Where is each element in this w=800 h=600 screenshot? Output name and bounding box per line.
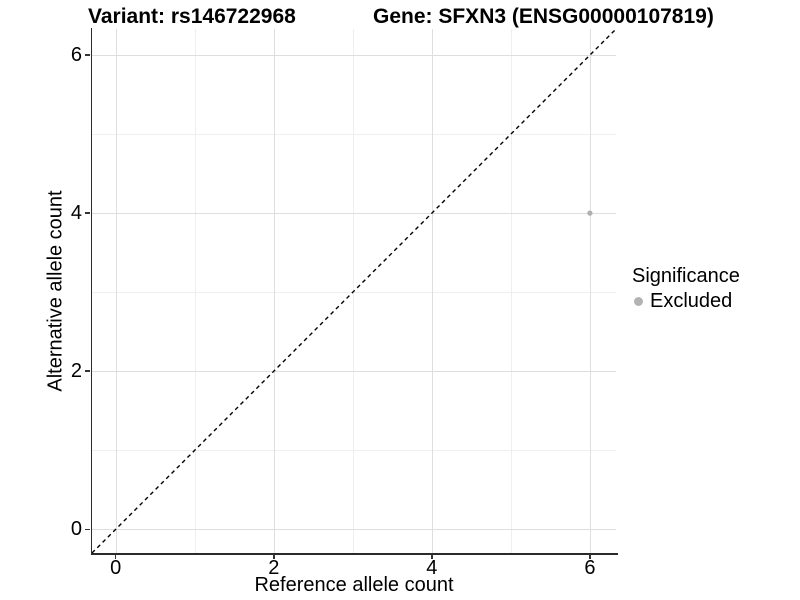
x-axis-title: Reference allele count [254, 574, 454, 596]
y-axis-tick [85, 528, 90, 531]
major-gridline-vertical [115, 29, 117, 553]
minor-gridline-horizontal [92, 134, 616, 136]
major-gridline-horizontal [92, 213, 616, 215]
x-axis-tick [589, 554, 591, 559]
major-gridline-horizontal [92, 55, 616, 57]
variant-title: Variant: rs146722968 [88, 5, 296, 28]
y-axis-tick [85, 212, 90, 214]
minor-gridline-vertical [510, 29, 512, 553]
y-axis-tick [85, 54, 90, 56]
y-tick-label: 2 [70, 360, 82, 383]
minor-gridline-horizontal [92, 450, 616, 452]
y-axis-title: Alternative allele count [44, 190, 67, 392]
x-axis-line [90, 553, 618, 555]
y-tick-label: 6 [70, 44, 82, 67]
x-tick-label: 2 [268, 557, 280, 579]
major-gridline-horizontal [92, 371, 616, 373]
legend-entry-label: Excluded [650, 290, 733, 312]
gene-title: Gene: SFXN3 (ENSG00000107819) [373, 5, 714, 28]
x-axis-tick [114, 554, 117, 559]
major-gridline-horizontal [92, 529, 616, 531]
y-axis-tick [85, 370, 90, 372]
identity-dashed-line [91, 28, 617, 554]
x-tick-label: 0 [110, 557, 122, 579]
major-gridline-vertical [431, 29, 433, 553]
x-axis-tick [431, 554, 433, 559]
y-tick-label: 4 [70, 202, 82, 225]
legend-entry-excluded: Excluded [632, 289, 740, 313]
legend: Significance Excluded [632, 263, 740, 313]
major-gridline-vertical [273, 29, 275, 553]
x-axis-tick [273, 554, 275, 559]
excluded-point-icon [634, 296, 643, 306]
data-point-excluded [587, 210, 593, 216]
minor-gridline-horizontal [92, 292, 616, 294]
y-axis-line [90, 28, 92, 555]
major-gridline-vertical [589, 29, 591, 553]
x-tick-label: 6 [584, 557, 596, 579]
minor-gridline-vertical [194, 29, 196, 553]
legend-title: Significance [632, 265, 740, 287]
x-tick-label: 4 [426, 557, 438, 579]
y-tick-label: 0 [70, 518, 82, 541]
